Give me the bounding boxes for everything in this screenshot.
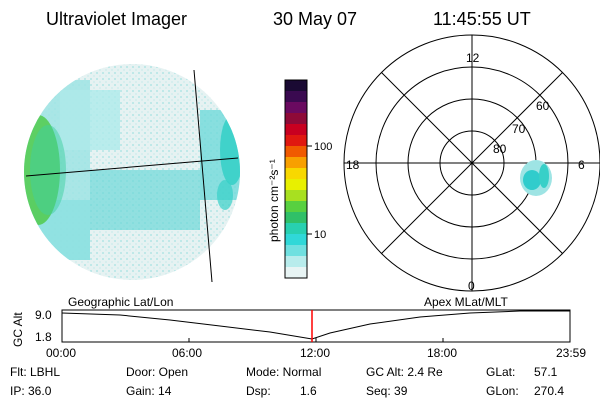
polar-lat-70: 70 (512, 122, 526, 136)
info-ip: IP: 36.0 (10, 384, 52, 398)
colorbar-label-10: 10 (314, 229, 326, 241)
colorbar (285, 80, 307, 279)
info-door: Door: Open (126, 365, 189, 379)
alt-xtick-0600: 06:00 (172, 346, 203, 360)
apex-label: Apex MLat/MLT (424, 295, 508, 309)
colorbar-segment (285, 234, 307, 246)
alt-xtick-2359: 23:59 (556, 346, 587, 360)
colorbar-frame (284, 79, 308, 279)
polar-label-18: 18 (346, 158, 360, 172)
colorbar-unit-label: photon cm⁻²s⁻¹ (267, 159, 281, 242)
info-glat: GLat: (486, 365, 516, 379)
polar-label-12: 12 (466, 51, 480, 65)
colorbar-segment (285, 80, 307, 92)
instrument-title: Ultraviolet Imager (46, 9, 188, 29)
info-gain: Gain: 14 (126, 384, 172, 398)
polar-label-6: 6 (578, 158, 585, 172)
colorbar-segment (285, 91, 307, 103)
info-seq: Seq: 39 (366, 384, 408, 398)
info-flt: Flt: LBHL (10, 365, 61, 379)
colorbar-segment (285, 190, 307, 202)
info-dsp-value: 1.6 (300, 384, 317, 398)
alt-ytick-low: 1.8 (35, 330, 52, 344)
aurora-patch (520, 160, 552, 196)
colorbar-segment (285, 157, 307, 169)
info-mode: Mode: Normal (246, 365, 322, 379)
colorbar-segment (285, 124, 307, 136)
polar-plot (343, 34, 600, 292)
colorbar-segment (285, 223, 307, 235)
alt-xtick-1800: 18:00 (427, 346, 458, 360)
colorbar-segment (285, 245, 307, 257)
geo-latitude-line (25, 157, 239, 177)
colorbar-segment (285, 102, 307, 114)
geo-longitude-line (193, 69, 213, 283)
alt-axis-label: GC Alt (11, 312, 25, 347)
alt-xtick-0000: 00:00 (46, 346, 77, 360)
colorbar-segment (285, 113, 307, 125)
colorbar-segment (285, 201, 307, 213)
earth-image (24, 64, 240, 280)
info-glat-value: 57.1 (534, 365, 558, 379)
colorbar-label-100: 100 (314, 141, 332, 153)
info-gc-alt: GC Alt: 2.4 Re (366, 365, 443, 379)
polar-label-0: 0 (468, 279, 475, 293)
polar-diagonal-2 (381, 72, 563, 254)
colorbar-segment (285, 212, 307, 224)
colorbar-segment (285, 168, 307, 180)
alt-xtick-1200: 12:00 (300, 346, 331, 360)
polar-lat-60: 60 (536, 99, 550, 113)
info-glon: GLon: (486, 384, 519, 398)
alt-curve (61, 310, 570, 340)
time-label: 11:45:55 UT (433, 9, 531, 29)
polar-lat-80: 80 (493, 142, 507, 156)
info-dsp: Dsp: (246, 384, 271, 398)
date-label: 30 May 07 (273, 9, 358, 29)
alt-ytick-high: 9.0 (35, 308, 52, 322)
colorbar-segment (285, 179, 307, 191)
geographic-label: Geographic Lat/Lon (68, 295, 174, 309)
colorbar-segment (285, 256, 307, 268)
colorbar-segment (285, 146, 307, 158)
colorbar-segment (285, 267, 307, 279)
colorbar-segment (285, 135, 307, 147)
info-glon-value: 270.4 (534, 384, 565, 398)
